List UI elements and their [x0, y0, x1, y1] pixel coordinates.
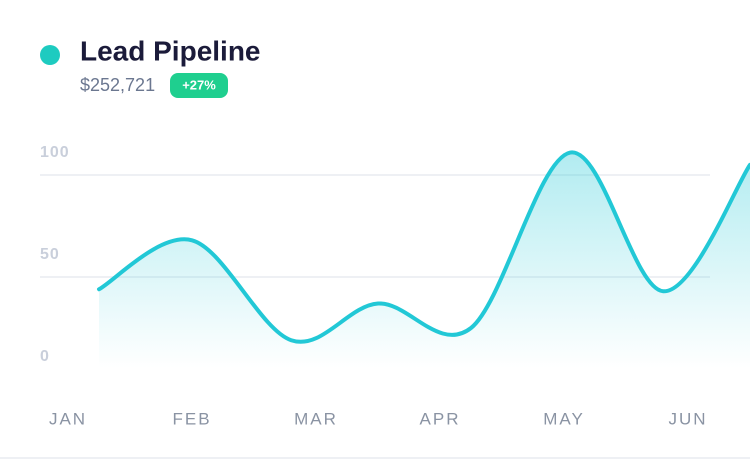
change-label: +27%	[182, 77, 216, 92]
legend-dot	[40, 45, 60, 65]
widget-title: Lead Pipeline	[80, 35, 261, 66]
y-tick-label: 100	[40, 144, 70, 161]
y-tick-label: 0	[40, 348, 50, 365]
series-line	[97, 150, 750, 344]
area-fill	[99, 152, 750, 368]
x-tick-label: FEB	[172, 409, 211, 428]
change-badge	[170, 73, 228, 98]
x-tick-label: MAR	[294, 409, 338, 428]
x-tick-label: JUN	[668, 409, 707, 428]
y-tick-label: 50	[40, 246, 60, 263]
x-tick-label: JAN	[49, 409, 87, 428]
total-value: $252,721	[80, 75, 155, 95]
x-tick-label: MAY	[543, 409, 585, 428]
x-tick-label: APR	[420, 409, 461, 428]
